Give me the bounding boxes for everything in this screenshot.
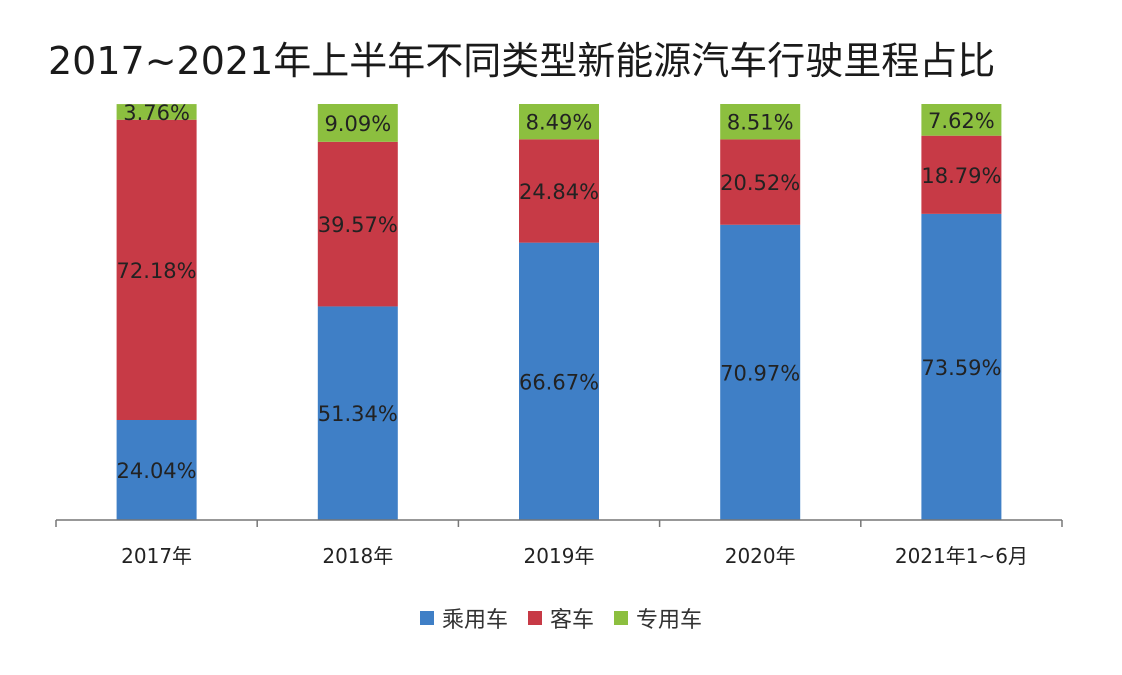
bar-segment-1-2: [317, 306, 398, 520]
data-label-3-4: 8.51%: [727, 111, 794, 135]
legend-item-1: 乘用车: [419, 602, 508, 634]
bar-segment-2-3: [519, 139, 599, 243]
data-label-3-5: 7.62%: [928, 109, 995, 133]
bar-segment-2-1: [116, 119, 197, 420]
bar-segment-1-4: [720, 224, 801, 520]
bars-layer: [116, 104, 1002, 520]
data-label-1-2: 51.34%: [318, 402, 398, 426]
bar-segment-1-5: [921, 213, 1002, 520]
data-label-2-5: 18.79%: [921, 164, 1001, 188]
x-tick-label-1: 2017年: [121, 544, 192, 568]
bar-segment-2-5: [921, 135, 1002, 214]
data-label-2-1: 72.18%: [117, 259, 197, 283]
legend-swatch: [527, 611, 542, 625]
legend-swatch: [614, 611, 628, 625]
legend-label: 乘用车: [441, 608, 508, 633]
legend-label: 专用车: [636, 608, 703, 633]
data-label-1-1: 24.04%: [117, 459, 197, 483]
bar-segment-1-3: [519, 242, 599, 520]
bar-segment-2-2: [317, 141, 398, 307]
data-label-2-4: 20.52%: [720, 171, 800, 195]
data-label-2-3: 24.84%: [519, 180, 599, 204]
data-label-1-3: 66.67%: [519, 370, 599, 394]
legend: 乘用车 客车 专用车: [0, 602, 1122, 634]
x-tick-label-5: 2021年1~6月: [895, 544, 1028, 568]
legend-swatch: [419, 611, 434, 625]
legend-item-2: 客车: [527, 602, 594, 634]
x-tick-label-4: 2020年: [725, 544, 796, 568]
x-tick-label-2: 2018年: [322, 544, 393, 568]
bar-segment-3-4: [720, 104, 801, 140]
legend-label: 客车: [549, 608, 594, 633]
legend-item-3: 专用车: [614, 602, 702, 634]
data-label-3-3: 8.49%: [526, 111, 593, 135]
data-label-2-2: 39.57%: [318, 213, 398, 237]
bar-segment-3-1: [116, 104, 197, 120]
bar-segment-2-4: [720, 139, 801, 225]
bar-segment-3-3: [519, 104, 599, 140]
data-labels-layer: 24.04% 72.18% 3.76% 51.34% 39.57% 9.09% 66.67%…: [117, 101, 1002, 483]
bar-segment-1-1: [116, 419, 197, 520]
bar-segment-3-5: [921, 104, 1002, 136]
chart-title: 2017~2021年上半年不同类型新能源汽车行驶里程占比: [48, 39, 996, 83]
data-label-3-1: 3.76%: [123, 101, 190, 125]
data-label-3-2: 9.09%: [324, 112, 391, 136]
stacked-bar-chart: 24.04% 72.18% 3.76% 51.34% 39.57% 9.09% 66.67%…: [55, 101, 1063, 568]
data-label-1-5: 73.59%: [921, 356, 1001, 380]
bar-segment-3-2: [317, 104, 398, 142]
x-axis: 2017年 2018年 2019年 2020年 2021年1~6月: [55, 519, 1063, 568]
x-tick-label-3: 2019年: [524, 544, 595, 568]
data-label-1-4: 70.97%: [720, 361, 800, 385]
